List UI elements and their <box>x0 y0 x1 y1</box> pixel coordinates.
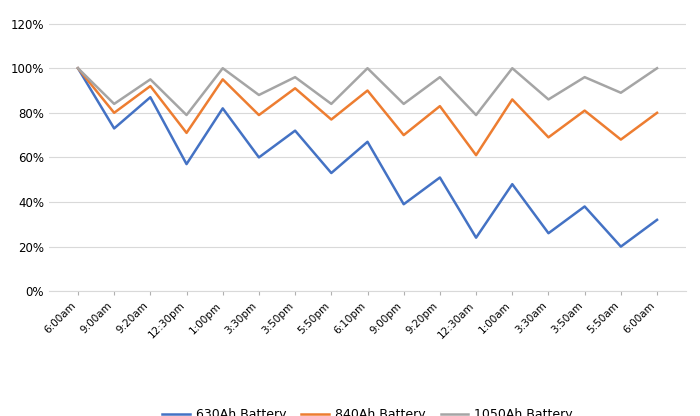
840Ah Battery <box>74 66 82 71</box>
1050Ah Battery <box>545 97 553 102</box>
840Ah Battery <box>110 110 118 115</box>
840Ah Battery <box>327 117 335 122</box>
840Ah Battery <box>435 104 444 109</box>
630Ah Battery <box>218 106 227 111</box>
1050Ah Battery <box>363 66 372 71</box>
840Ah Battery <box>580 108 589 113</box>
1050Ah Battery <box>508 66 517 71</box>
630Ah Battery <box>472 235 480 240</box>
630Ah Battery <box>653 217 662 222</box>
1050Ah Battery <box>472 113 480 118</box>
840Ah Battery <box>218 77 227 82</box>
1050Ah Battery <box>110 102 118 106</box>
1050Ah Battery <box>255 92 263 97</box>
630Ah Battery <box>400 202 408 207</box>
840Ah Battery <box>363 88 372 93</box>
1050Ah Battery <box>327 102 335 106</box>
Line: 840Ah Battery: 840Ah Battery <box>78 68 657 155</box>
1050Ah Battery <box>146 77 155 82</box>
1050Ah Battery <box>435 74 444 79</box>
840Ah Battery <box>617 137 625 142</box>
840Ah Battery <box>545 135 553 140</box>
Legend: 630Ah Battery, 840Ah Battery, 1050Ah Battery: 630Ah Battery, 840Ah Battery, 1050Ah Bat… <box>157 404 578 416</box>
630Ah Battery <box>146 95 155 100</box>
840Ah Battery <box>508 97 517 102</box>
630Ah Battery <box>327 171 335 176</box>
1050Ah Battery <box>74 66 82 71</box>
630Ah Battery <box>580 204 589 209</box>
840Ah Battery <box>472 153 480 158</box>
840Ah Battery <box>400 133 408 138</box>
Line: 630Ah Battery: 630Ah Battery <box>78 68 657 247</box>
630Ah Battery <box>363 139 372 144</box>
630Ah Battery <box>291 128 300 133</box>
1050Ah Battery <box>580 74 589 79</box>
630Ah Battery <box>617 244 625 249</box>
630Ah Battery <box>74 66 82 71</box>
630Ah Battery <box>110 126 118 131</box>
1050Ah Battery <box>182 113 190 118</box>
630Ah Battery <box>435 175 444 180</box>
1050Ah Battery <box>291 74 300 79</box>
630Ah Battery <box>182 161 190 166</box>
1050Ah Battery <box>218 66 227 71</box>
840Ah Battery <box>182 130 190 135</box>
1050Ah Battery <box>400 102 408 106</box>
840Ah Battery <box>146 84 155 89</box>
630Ah Battery <box>545 231 553 236</box>
840Ah Battery <box>653 110 662 115</box>
630Ah Battery <box>508 182 517 187</box>
Line: 1050Ah Battery: 1050Ah Battery <box>78 68 657 115</box>
1050Ah Battery <box>653 66 662 71</box>
840Ah Battery <box>291 86 300 91</box>
630Ah Battery <box>255 155 263 160</box>
840Ah Battery <box>255 113 263 118</box>
1050Ah Battery <box>617 90 625 95</box>
